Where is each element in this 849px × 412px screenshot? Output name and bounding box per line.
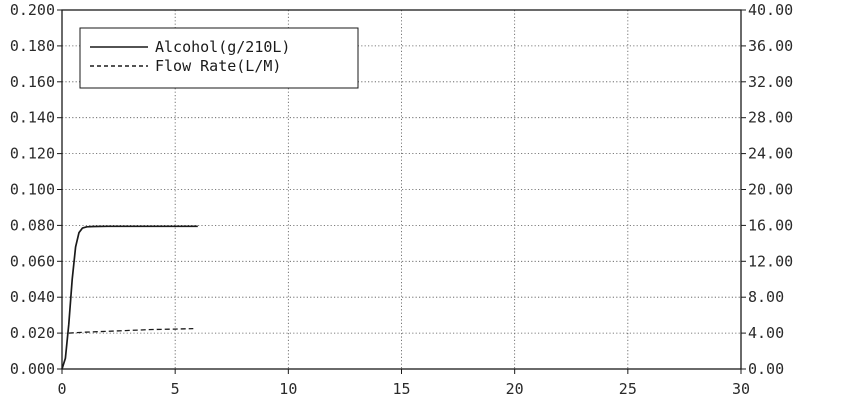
y-right-tick-label: 24.00 [748, 145, 793, 163]
y-left-tick-label: 0.060 [10, 252, 55, 270]
y-right-tick-label: 8.00 [748, 288, 784, 306]
y-right-tick-label: 32.00 [748, 73, 793, 91]
series-line-flow-rate [68, 327, 194, 334]
y-left-tick-label: 0.120 [10, 145, 55, 163]
series-lines [61, 225, 198, 370]
x-tick-label: 5 [171, 380, 180, 398]
legend-label: Alcohol(g/210L) [155, 38, 290, 56]
y-left-tick-label: 0.160 [10, 73, 55, 91]
y-right-tick-label: 16.00 [748, 216, 793, 234]
y-left-tick-label: 0.020 [10, 324, 55, 342]
x-tick-label: 25 [619, 380, 637, 398]
y-left-tick-label: 0.140 [10, 109, 55, 127]
y-right-axis-ticks: 0.00 4.00 8.00 12.00 16.00 20.00 24.00 28.00 32.… [741, 1, 793, 378]
y-left-tick-label: 0.000 [10, 360, 55, 378]
y-right-tick-label: 4.00 [748, 324, 784, 342]
y-right-tick-label: 40.00 [748, 1, 793, 19]
y-right-tick-label: 28.00 [748, 109, 793, 127]
y-right-tick-label: 36.00 [748, 37, 793, 55]
y-left-tick-label: 0.080 [10, 216, 55, 234]
series-line-alcohol [61, 225, 198, 370]
y-right-tick-label: 12.00 [748, 252, 793, 270]
y-left-tick-label: 0.180 [10, 37, 55, 55]
y-right-tick-label: 0.00 [748, 360, 784, 378]
y-right-tick-label: 20.00 [748, 181, 793, 199]
legend: Alcohol(g/210L)Flow Rate(L/M) [79, 27, 359, 89]
x-tick-label: 10 [279, 380, 297, 398]
y-left-tick-label: 0.040 [10, 288, 55, 306]
x-tick-label: 15 [392, 380, 410, 398]
x-tick-label: 30 [732, 380, 750, 398]
y-left-tick-label: 0.200 [10, 1, 55, 19]
x-tick-label: 0 [57, 380, 66, 398]
y-left-tick-label: 0.100 [10, 181, 55, 199]
x-tick-label: 20 [506, 380, 524, 398]
x-axis-ticks: 0 5 10 15 20 25 30 [57, 369, 750, 398]
legend-box [79, 27, 359, 89]
legend-label: Flow Rate(L/M) [155, 57, 281, 75]
y-left-axis-ticks: 0.000 0.020 0.040 0.060 0.080 0.100 0.120 0.140… [10, 1, 62, 378]
